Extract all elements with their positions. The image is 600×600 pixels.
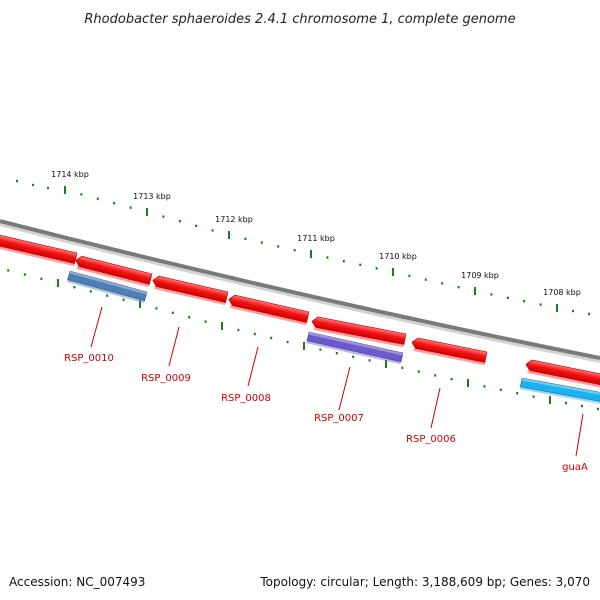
gene-leader-line <box>168 326 180 367</box>
cds-arrow <box>0 234 78 267</box>
gene-leader-line <box>338 366 351 411</box>
kbp-tick-label: 1711 kbp <box>297 234 335 243</box>
genome-backbone <box>0 219 600 360</box>
gene-track <box>66 270 600 405</box>
accession-text: Accession: NC_007493 <box>9 575 146 589</box>
cds-track <box>0 234 600 389</box>
cds-arrow <box>411 337 488 366</box>
cds-arrow <box>228 294 310 326</box>
gene-leader-line <box>430 387 441 429</box>
kbp-tick-labels: 1714 kbp 1713 kbp 1712 kbp 1711 kbp 1710 kbp… <box>51 170 581 297</box>
gene-label: guaA <box>562 462 588 473</box>
gene-label: RSP_0009 <box>141 373 191 384</box>
cds-arrow <box>75 255 153 288</box>
gene-bar-rsp_0007 <box>306 331 404 365</box>
cds-arrow <box>525 359 600 389</box>
kbp-tick-label: 1712 kbp <box>215 215 253 224</box>
kbp-tick-label: 1708 kbp <box>543 288 581 297</box>
map-title: Rhodobacter sphaeroides 2.4.1 chromosome… <box>84 12 515 27</box>
outer-tick-track <box>16 179 590 316</box>
gene-leader-line <box>247 346 259 387</box>
gene-label: RSP_0008 <box>221 393 271 404</box>
inner-tick-track <box>7 269 599 411</box>
gene-label: RSP_0006 <box>406 434 456 445</box>
kbp-tick-label: 1714 kbp <box>51 170 89 179</box>
gene-bar-guaa <box>519 377 600 405</box>
kbp-tick-label: 1710 kbp <box>379 252 417 261</box>
gene-label: RSP_0007 <box>314 413 364 424</box>
cds-arrow <box>311 316 407 348</box>
gene-bar-rsp_0010 <box>66 270 148 304</box>
gene-labels: RSP_0010 RSP_0009 RSP_0008 RSP_0007 RSP_0006… <box>64 306 588 473</box>
gene-leader-line <box>90 306 103 348</box>
kbp-tick-label: 1713 kbp <box>133 192 171 201</box>
kbp-tick-label: 1709 kbp <box>461 271 499 280</box>
gene-label: RSP_0010 <box>64 353 114 364</box>
cds-arrow <box>152 275 229 306</box>
gene-leader-line <box>575 413 584 457</box>
genome-stats-text: Topology: circular; Length: 3,188,609 bp… <box>260 575 590 589</box>
